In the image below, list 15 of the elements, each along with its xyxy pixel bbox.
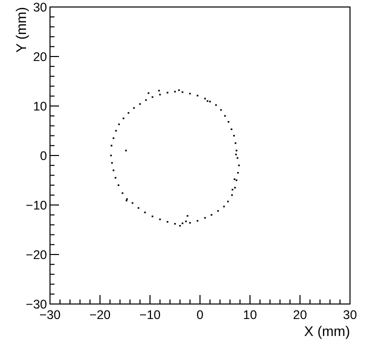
x-tick-label: 10 xyxy=(243,308,257,322)
x-tick-label: −20 xyxy=(89,308,111,322)
y-tick-label: −30 xyxy=(26,298,48,312)
y-tick-label: 20 xyxy=(33,50,48,64)
x-tick-label: −10 xyxy=(139,308,161,322)
y-tick-label: 10 xyxy=(33,100,48,114)
x-axis-title: X (mm) xyxy=(304,323,350,339)
y-tick-label: −20 xyxy=(26,248,48,262)
y-tick-label: 30 xyxy=(33,0,48,14)
x-tick-label: 0 xyxy=(196,308,204,322)
x-tick-label: 20 xyxy=(293,308,307,322)
y-tick-label: 0 xyxy=(40,149,48,163)
y-axis-title: Y (mm) xyxy=(13,7,29,53)
x-tick-label: 30 xyxy=(343,308,357,322)
y-tick-label: −10 xyxy=(26,198,48,212)
